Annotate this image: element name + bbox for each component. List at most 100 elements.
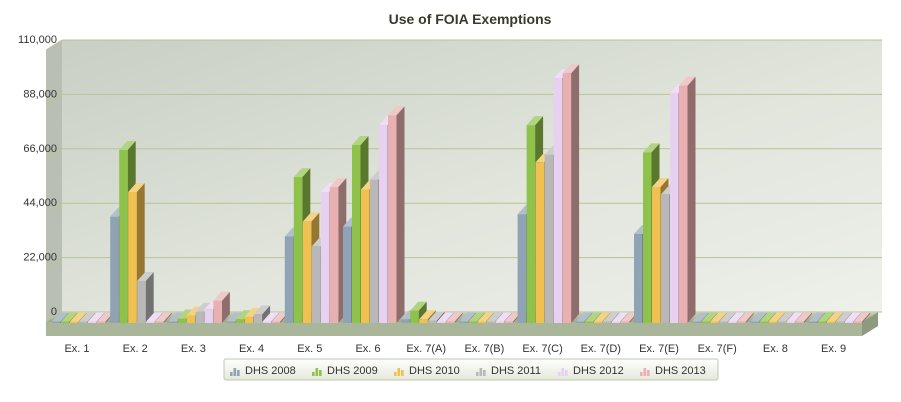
bar[interactable] [213, 300, 222, 323]
legend-entry[interactable]: DHS 2008 [245, 365, 296, 377]
bar[interactable] [284, 236, 294, 323]
bar[interactable] [602, 321, 612, 324]
bar[interactable] [119, 149, 128, 323]
bar[interactable] [768, 321, 777, 324]
bar[interactable] [195, 311, 204, 323]
bar[interactable] [495, 321, 504, 324]
bar[interactable] [759, 321, 768, 324]
bar[interactable] [271, 321, 281, 324]
bar[interactable] [737, 321, 746, 324]
bar[interactable] [652, 187, 661, 323]
bar[interactable] [526, 125, 536, 323]
bar[interactable] [544, 154, 554, 323]
bar[interactable] [146, 321, 155, 324]
bar[interactable] [128, 191, 137, 323]
bar[interactable] [186, 315, 195, 323]
bar[interactable] [388, 115, 397, 323]
bar[interactable] [410, 310, 419, 323]
bar[interactable] [692, 321, 701, 324]
bar[interactable] [155, 321, 164, 324]
bar-top [611, 312, 629, 322]
bar[interactable] [370, 179, 379, 323]
bar[interactable] [437, 321, 446, 324]
bar-top [853, 312, 871, 322]
bar[interactable] [826, 321, 836, 324]
bar[interactable] [419, 319, 428, 323]
bar[interactable] [235, 319, 245, 323]
bar[interactable] [701, 321, 710, 324]
bar[interactable] [575, 321, 585, 324]
bar[interactable] [553, 78, 563, 323]
bar[interactable] [835, 321, 845, 324]
x-tick-label: Ex. 4 [239, 343, 264, 355]
bar[interactable] [244, 316, 254, 323]
bar[interactable] [750, 321, 759, 324]
bar[interactable] [795, 321, 804, 324]
bar-top [620, 312, 638, 322]
bar[interactable] [302, 221, 312, 323]
legend-entry[interactable]: DHS 2010 [409, 365, 460, 377]
bar[interactable] [808, 321, 818, 324]
bar[interactable] [517, 214, 527, 323]
bar[interactable] [88, 321, 97, 324]
bar[interactable] [535, 162, 545, 323]
bar[interactable] [670, 93, 679, 323]
bar-side [745, 312, 754, 323]
bar[interactable] [468, 321, 477, 324]
bar[interactable] [61, 321, 70, 324]
bar[interactable] [661, 194, 670, 323]
legend-entry[interactable]: DHS 2012 [573, 365, 624, 377]
bar[interactable] [817, 321, 827, 324]
legend-entry[interactable]: DHS 2011 [491, 365, 541, 377]
bar[interactable] [177, 318, 186, 323]
legend-entry[interactable]: DHS 2013 [655, 365, 706, 377]
bar[interactable] [253, 314, 263, 323]
bar[interactable] [343, 226, 352, 323]
bar-top [293, 168, 311, 178]
bar[interactable] [110, 216, 119, 323]
bar[interactable] [477, 321, 486, 324]
bar[interactable] [719, 321, 728, 324]
bar[interactable] [459, 321, 468, 324]
bar[interactable] [777, 321, 786, 324]
bar[interactable] [634, 233, 643, 323]
bar[interactable] [643, 152, 652, 323]
legend-entry[interactable]: DHS 2009 [327, 365, 378, 377]
bar[interactable] [379, 125, 388, 323]
bar[interactable] [401, 319, 410, 323]
bar[interactable] [97, 321, 106, 324]
bar[interactable] [320, 191, 330, 323]
x-tick-label: Ex. 7(F) [698, 343, 737, 355]
bar-top [459, 312, 476, 322]
bar[interactable] [593, 321, 603, 324]
bar[interactable] [679, 85, 688, 323]
bar[interactable] [844, 321, 854, 324]
bar[interactable] [611, 321, 621, 324]
bar[interactable] [446, 321, 455, 324]
bar[interactable] [352, 144, 361, 323]
bar[interactable] [168, 321, 177, 324]
bar[interactable] [562, 73, 572, 323]
bar[interactable] [428, 320, 437, 323]
bar[interactable] [79, 321, 88, 324]
bar[interactable] [262, 321, 272, 324]
bar[interactable] [204, 309, 213, 323]
bar[interactable] [137, 280, 146, 323]
bar[interactable] [620, 321, 630, 324]
bar[interactable] [728, 321, 737, 324]
bar[interactable] [70, 321, 79, 324]
bar[interactable] [226, 321, 236, 324]
bar[interactable] [329, 187, 339, 323]
bar[interactable] [504, 321, 513, 324]
bar[interactable] [786, 321, 795, 324]
bar[interactable] [486, 321, 495, 324]
bar[interactable] [853, 321, 863, 324]
x-tick-label: Ex. 7(A) [406, 343, 446, 355]
bar[interactable] [710, 321, 719, 324]
bar[interactable] [311, 246, 321, 323]
bar[interactable] [293, 177, 303, 323]
bar[interactable] [584, 321, 594, 324]
bar[interactable] [361, 189, 370, 323]
bar[interactable] [52, 321, 61, 324]
y-tick-label: 44,000 [23, 197, 57, 209]
